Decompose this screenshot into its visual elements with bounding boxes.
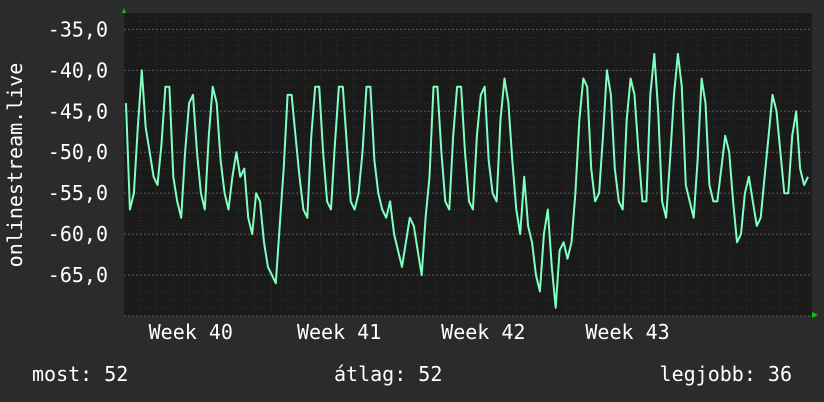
average-value: átlag: 52 bbox=[334, 362, 443, 386]
y-tick-label: -50,0 bbox=[48, 140, 108, 164]
y-axis-ticks: -35,0 -40,0 -45,0 -50,0 -55,0 -60,0 -65,0 bbox=[48, 17, 108, 287]
best-value: legjobb: 36 bbox=[659, 362, 792, 386]
x-tick-label: Week 43 bbox=[585, 320, 669, 344]
line-chart: -35,0 -40,0 -45,0 -50,0 -55,0 -60,0 -65,0 Week… bbox=[3, 8, 818, 344]
y-tick-label: -45,0 bbox=[48, 99, 108, 123]
grid-lines bbox=[123, 12, 813, 317]
x-tick-label: Week 42 bbox=[441, 320, 525, 344]
x-tick-label: Week 41 bbox=[297, 320, 381, 344]
y-tick-label: -35,0 bbox=[48, 17, 108, 41]
y-tick-label: -55,0 bbox=[48, 181, 108, 205]
current-value: most: 52 bbox=[32, 362, 129, 386]
series-line bbox=[125, 52, 809, 309]
stats-bar: most: 52 átlag: 52 legjobb: 36 bbox=[0, 358, 824, 392]
y-axis-arrow-icon bbox=[122, 8, 126, 13]
y-tick-label: -60,0 bbox=[48, 222, 108, 246]
y-tick-label: -40,0 bbox=[48, 58, 108, 82]
x-axis-ticks: Week 40 Week 41 Week 42 Week 43 bbox=[149, 320, 670, 344]
x-tick-label: Week 40 bbox=[149, 320, 233, 344]
y-axis-label: onlinestream.live bbox=[3, 63, 27, 268]
x-axis-arrow-icon bbox=[812, 312, 818, 318]
y-tick-label: -65,0 bbox=[48, 263, 108, 287]
